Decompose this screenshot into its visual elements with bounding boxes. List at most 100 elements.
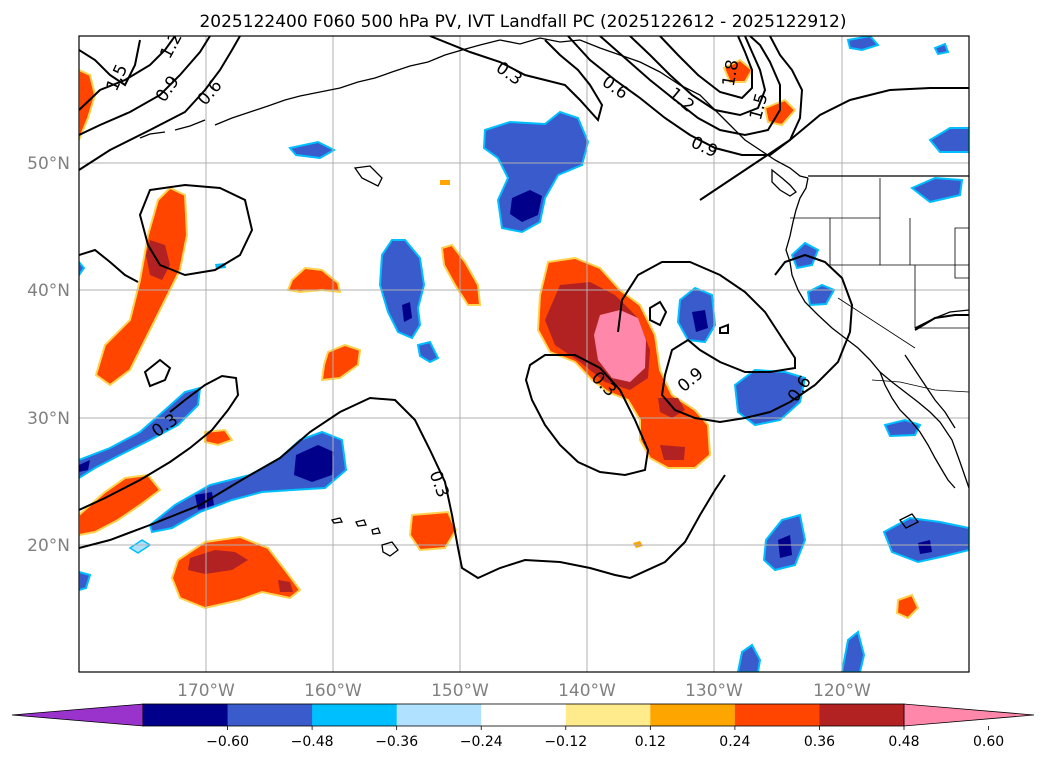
colorbar-tick-label: −0.36: [375, 734, 418, 750]
pv-shading: [79, 36, 969, 672]
negative-anomaly-gulf-small: [288, 140, 337, 160]
positive-anomaly-152w: [408, 510, 458, 552]
positive-anomaly-170w-north: [94, 186, 189, 387]
colorbar-segment: [565, 704, 651, 726]
colorbar-frame: [142, 703, 905, 727]
contour-0-9-ca: [617, 261, 796, 424]
colorbar-segment: [819, 704, 905, 726]
negative-anomaly-155w-small: [416, 340, 440, 364]
negative-anomaly-gulf-alaska: [846, 36, 880, 52]
lon-label-140w: 140°W: [558, 681, 616, 701]
negative-anomaly-ne-edge: [933, 42, 950, 56]
positive-anomaly-175w: [204, 428, 234, 447]
coastline-hawaii: [330, 517, 399, 557]
coastline-bc: [785, 177, 969, 489]
negative-anomaly-ca-offshore-core: [692, 310, 708, 332]
colorbar-tick-label: 0.60: [973, 734, 1004, 750]
positive-anomaly-alaska-west: [79, 68, 97, 141]
negative-anomaly-145w-north: [482, 110, 590, 234]
positive-anomaly-gulf-alaska: [722, 58, 754, 83]
positive-anomaly-165w-south-core-2: [278, 580, 293, 592]
negative-anomaly-west-edge: [79, 570, 92, 592]
contour-0-9-small-loop-2: [719, 323, 729, 334]
latitude-labels: 50°N 40°N 30°N 20°N: [27, 154, 70, 556]
coastline-aleutians: [139, 39, 501, 139]
colorbar-tick-label: −0.60: [206, 734, 249, 750]
figure-title: 2025122400 F060 500 hPa PV, IVT Landfall…: [199, 12, 846, 32]
contour-1-5-gulf: [659, 36, 753, 100]
colorbar-tick-label: −0.12: [544, 734, 587, 750]
lon-label-160w: 160°W: [304, 681, 362, 701]
positive-anomaly-south-mexico: [895, 593, 920, 620]
positive-anomaly-162w: [286, 266, 342, 294]
positive-anomaly-bc-coast: [763, 98, 797, 127]
colorbar-segment: [650, 704, 736, 726]
contour-0-3-north: [429, 36, 604, 123]
negative-anomaly-montana: [910, 176, 964, 204]
negative-anomaly-178w-core: [79, 460, 90, 472]
negative-anomaly-bc-interior: [928, 127, 969, 153]
negative-anomaly-158w-core: [402, 302, 412, 322]
lon-label-170w: 170°W: [177, 681, 235, 701]
contour-0-9-small-loop: [649, 300, 668, 327]
colorbar-tick-label: −0.48: [291, 734, 334, 750]
positive-anomaly-main-south-core-2: [660, 445, 685, 460]
gridlines: [79, 36, 969, 672]
lat-label-40n: 40°N: [27, 281, 70, 301]
positive-anomaly-small-dot-2: [440, 180, 450, 185]
negative-anomaly-125w-south-core: [778, 535, 792, 558]
border-us-mexico: [871, 379, 969, 393]
contour-0-6-gulf: [567, 36, 804, 156]
colorbar-segment: [481, 704, 567, 726]
contour-0-3-big-circle-west: [138, 183, 254, 277]
negative-anomaly-baja-offshore: [733, 368, 807, 427]
positive-anomaly-175w-south: [79, 473, 162, 537]
colorbar-segment: [734, 704, 820, 726]
ivt-contours: [79, 36, 969, 580]
coastline-baja: [879, 371, 956, 489]
colorbar-tick-label: 0.48: [888, 734, 919, 750]
coastline-vancouver-island: [771, 168, 797, 197]
contour-1-2-west: [79, 36, 176, 111]
colorbar-segment: [227, 704, 313, 726]
lon-label-130w: 130°W: [685, 681, 743, 701]
map-panel: 1.5 1.2 0.9 0.6 0.3 0.6 1.2 0.9 1.5 1.8 …: [79, 36, 969, 672]
negative-anomaly-mexico: [882, 516, 969, 564]
colorbar: −0.60 −0.48 −0.36 −0.24 −0.12 0.12 0.24 0.36 0.4…: [11, 703, 1035, 750]
contour-0-3-west-mid: [79, 374, 240, 511]
colorbar-tick-label: 0.24: [719, 734, 750, 750]
lat-label-30n: 30°N: [27, 409, 70, 429]
contour-0-6-west: [79, 36, 241, 171]
contour-small-loop-west: [143, 358, 172, 388]
contour-1-5-west: [79, 39, 141, 87]
lon-label-120w: 120°W: [813, 681, 871, 701]
contour-east-arc: [699, 87, 969, 201]
contour-0-3-hawaii-band: [79, 396, 726, 580]
colorbar-segment: [312, 704, 398, 726]
contour-0-3-central: [524, 354, 650, 477]
positive-anomaly-main-peak: [594, 310, 646, 382]
negative-anomaly-bottom-2: [840, 630, 866, 672]
contour-0-9-west: [79, 36, 211, 136]
colorbar-tick-label: 0.12: [635, 734, 666, 750]
colorbar-tick-label: 0.36: [804, 734, 835, 750]
colorbar-extend-low: [11, 703, 144, 727]
colorbar-extend-high: [903, 703, 1035, 727]
negative-anomaly-west-edge-2: [79, 260, 86, 277]
longitude-labels: 170°W 160°W 150°W 140°W 130°W 120°W: [177, 681, 871, 701]
lon-label-150w: 150°W: [431, 681, 489, 701]
negative-anomaly-bottom-1: [736, 643, 762, 672]
coastline-small-islands: [353, 165, 919, 529]
positive-anomaly-158w: [320, 343, 362, 382]
colorbar-segment: [143, 704, 229, 726]
positive-anomaly-main-south-core: [658, 398, 685, 418]
coastlines: [139, 37, 969, 557]
map-frame: [78, 35, 970, 673]
contour-0-9-gulf: [599, 36, 781, 137]
colorbar-tick-label: −0.24: [460, 734, 503, 750]
border-us-states: [790, 178, 969, 349]
lat-label-50n: 50°N: [27, 154, 70, 174]
contour-0-6-ca: [774, 253, 854, 403]
negative-anomaly-178w: [79, 386, 202, 480]
